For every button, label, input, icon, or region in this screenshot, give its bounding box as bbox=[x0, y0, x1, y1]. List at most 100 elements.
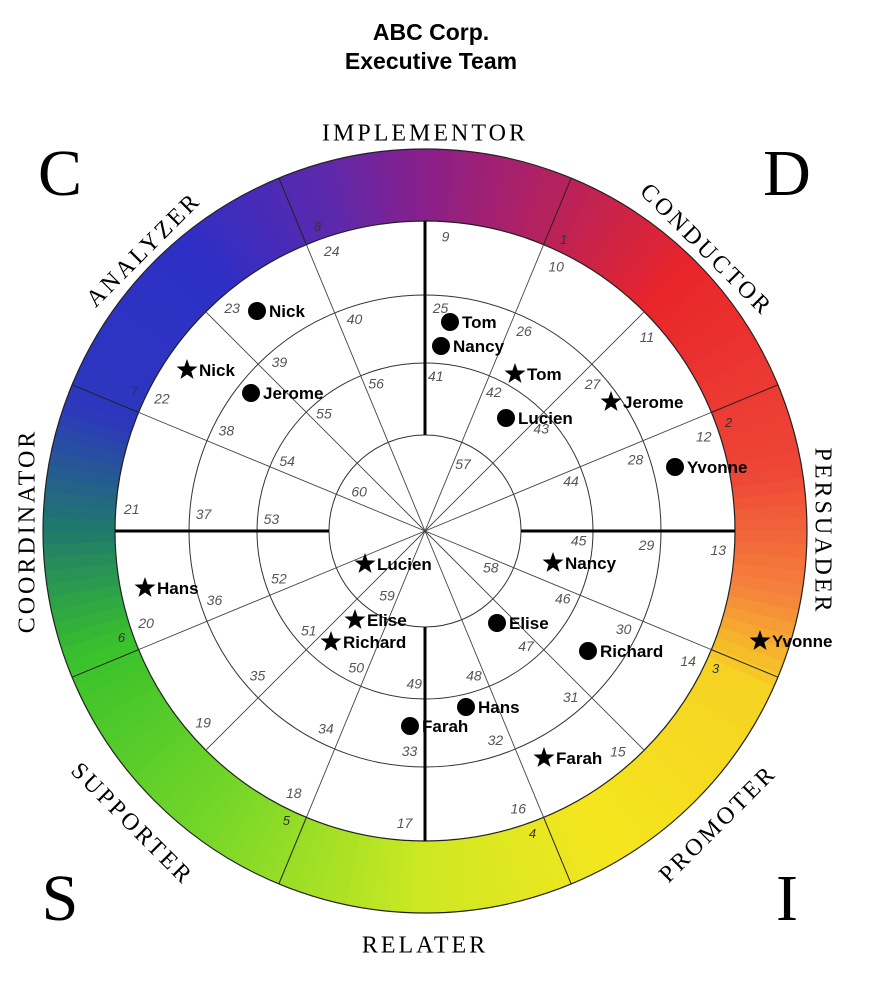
color-band-segment bbox=[674, 704, 742, 758]
band-separator bbox=[711, 649, 779, 678]
color-band-segment bbox=[489, 157, 520, 231]
color-band-segment bbox=[734, 504, 807, 523]
color-band-segment bbox=[291, 821, 330, 895]
color-band-segment bbox=[730, 464, 804, 491]
color-band-segment bbox=[647, 265, 711, 326]
color-band-segment bbox=[707, 647, 780, 689]
color-band-segment bbox=[716, 400, 790, 438]
segment-number: 31 bbox=[563, 689, 579, 705]
color-band-segment bbox=[94, 326, 164, 376]
person-dot-marker bbox=[666, 458, 684, 476]
color-band-segment bbox=[200, 212, 254, 281]
segment-number: 54 bbox=[279, 453, 295, 469]
color-band-segment bbox=[319, 159, 353, 234]
person-name-label: Jerome bbox=[623, 393, 683, 412]
color-band-segment bbox=[51, 436, 125, 467]
segment-number: 52 bbox=[271, 571, 287, 587]
spoke-line bbox=[205, 530, 426, 751]
color-band-segment bbox=[624, 238, 683, 303]
person-nick-star: Nick bbox=[176, 359, 235, 380]
ring-number: 7 bbox=[131, 384, 139, 399]
color-band-segment bbox=[667, 713, 735, 769]
segment-number: 59 bbox=[379, 588, 395, 604]
color-band-segment bbox=[66, 385, 139, 425]
spoke-line bbox=[424, 530, 645, 751]
color-band-segment bbox=[653, 730, 718, 789]
wheel-grid bbox=[42, 148, 808, 914]
person-jerome-dot: Jerome bbox=[242, 384, 323, 403]
spoke-line bbox=[138, 530, 426, 651]
color-band-segment bbox=[622, 761, 681, 826]
color-band-segment bbox=[70, 373, 143, 415]
band-separator bbox=[71, 649, 139, 678]
color-band-segment bbox=[734, 517, 807, 534]
segment-number: 58 bbox=[483, 560, 499, 576]
color-band-segment bbox=[255, 808, 299, 880]
spoke-line bbox=[424, 244, 545, 532]
color-band-segment bbox=[497, 828, 531, 903]
role-label-implementor: IMPLEMENTOR bbox=[322, 121, 528, 147]
person-yvonne-star: Yvonne bbox=[749, 630, 832, 651]
person-name-label: Nick bbox=[269, 302, 305, 321]
segment-number: 42 bbox=[486, 384, 502, 400]
color-band-segment bbox=[433, 840, 452, 913]
person-name-label: Hans bbox=[157, 579, 199, 598]
color-band-segment bbox=[279, 817, 319, 890]
color-band-segment bbox=[478, 154, 508, 229]
person-name-label: Nancy bbox=[453, 337, 505, 356]
color-band-segment bbox=[46, 571, 120, 598]
segment-number: 30 bbox=[616, 621, 632, 637]
color-band-segment bbox=[76, 361, 148, 405]
spoke-line bbox=[138, 411, 426, 532]
person-star-marker bbox=[542, 552, 564, 572]
color-band-segment bbox=[697, 666, 769, 713]
color-band-segment bbox=[198, 780, 252, 848]
segment-numbers: 1234567891011121314151617181920212223242… bbox=[118, 219, 733, 841]
color-band-segment bbox=[578, 793, 628, 864]
band-separator bbox=[711, 384, 779, 413]
segment-number: 26 bbox=[515, 323, 532, 339]
person-name-label: Richard bbox=[600, 642, 663, 661]
color-band-segment bbox=[531, 172, 571, 245]
color-band-segment bbox=[560, 187, 607, 259]
color-band-segment bbox=[139, 736, 203, 797]
person-yvonne-dot: Yvonne bbox=[666, 458, 747, 477]
person-star-marker bbox=[344, 609, 366, 629]
ring-number: 8 bbox=[314, 219, 322, 234]
color-band-segment bbox=[42, 528, 116, 545]
color-band-segment bbox=[148, 744, 210, 806]
person-name-label: Lucien bbox=[377, 555, 432, 574]
quadrant-s-letter: S bbox=[42, 862, 79, 935]
role-label-coordinator: COORDINATOR bbox=[15, 429, 41, 634]
color-band-segment bbox=[719, 616, 793, 652]
chart-title-line1: ABC Corp. bbox=[373, 19, 489, 45]
person-richard-star: Richard bbox=[320, 631, 406, 652]
segment-number: 48 bbox=[466, 668, 482, 684]
person-dot-marker bbox=[441, 313, 459, 331]
person-star-marker bbox=[134, 577, 156, 597]
color-band-segment bbox=[358, 152, 385, 226]
color-band-segment bbox=[157, 752, 218, 815]
color-band-segment bbox=[61, 397, 135, 436]
segment-number: 11 bbox=[640, 329, 655, 345]
color-band-segment bbox=[712, 387, 785, 428]
segment-number: 29 bbox=[638, 537, 655, 553]
color-band-segment bbox=[50, 593, 125, 624]
color-band-segment bbox=[132, 273, 197, 332]
color-band-segment bbox=[731, 563, 805, 587]
person-elise-dot: Elise bbox=[488, 614, 549, 633]
segment-number: 43 bbox=[533, 421, 549, 437]
segment-number: 53 bbox=[264, 511, 280, 527]
segment-number: 34 bbox=[318, 720, 334, 736]
color-band-segment bbox=[342, 833, 372, 908]
color-band-segment bbox=[209, 786, 261, 855]
segment-number: 9 bbox=[442, 228, 450, 244]
color-band-segment bbox=[189, 220, 245, 287]
color-band-segment bbox=[551, 182, 595, 254]
chart-title-line2: Executive Team bbox=[345, 48, 517, 74]
color-band-segment bbox=[686, 686, 756, 736]
person-dot-marker bbox=[248, 302, 266, 320]
segment-number: 57 bbox=[455, 456, 472, 472]
color-band-segment bbox=[245, 186, 292, 258]
segment-number: 41 bbox=[428, 368, 444, 384]
